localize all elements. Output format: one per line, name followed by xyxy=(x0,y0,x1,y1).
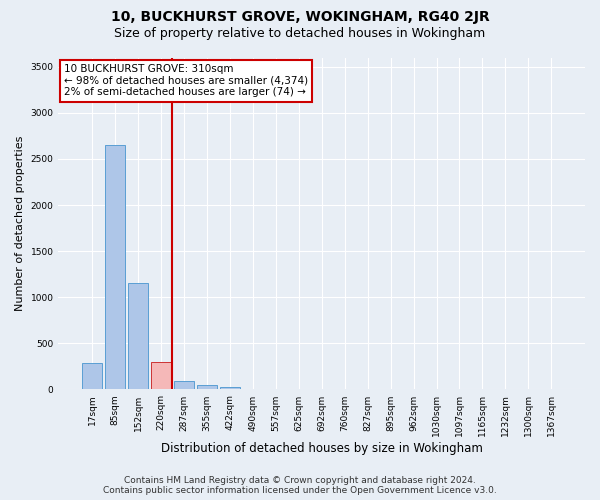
Text: Size of property relative to detached houses in Wokingham: Size of property relative to detached ho… xyxy=(115,28,485,40)
Bar xyxy=(220,386,239,390)
Text: Contains HM Land Registry data © Crown copyright and database right 2024.
Contai: Contains HM Land Registry data © Crown c… xyxy=(103,476,497,495)
Bar xyxy=(82,362,102,390)
X-axis label: Distribution of detached houses by size in Wokingham: Distribution of detached houses by size … xyxy=(161,442,482,455)
Bar xyxy=(128,284,148,390)
Bar xyxy=(151,362,171,390)
Text: 10, BUCKHURST GROVE, WOKINGHAM, RG40 2JR: 10, BUCKHURST GROVE, WOKINGHAM, RG40 2JR xyxy=(110,10,490,24)
Bar xyxy=(106,145,125,390)
Text: 10 BUCKHURST GROVE: 310sqm
← 98% of detached houses are smaller (4,374)
2% of se: 10 BUCKHURST GROVE: 310sqm ← 98% of deta… xyxy=(64,64,308,98)
Y-axis label: Number of detached properties: Number of detached properties xyxy=(15,136,25,311)
Bar xyxy=(174,380,194,390)
Bar xyxy=(197,386,217,390)
